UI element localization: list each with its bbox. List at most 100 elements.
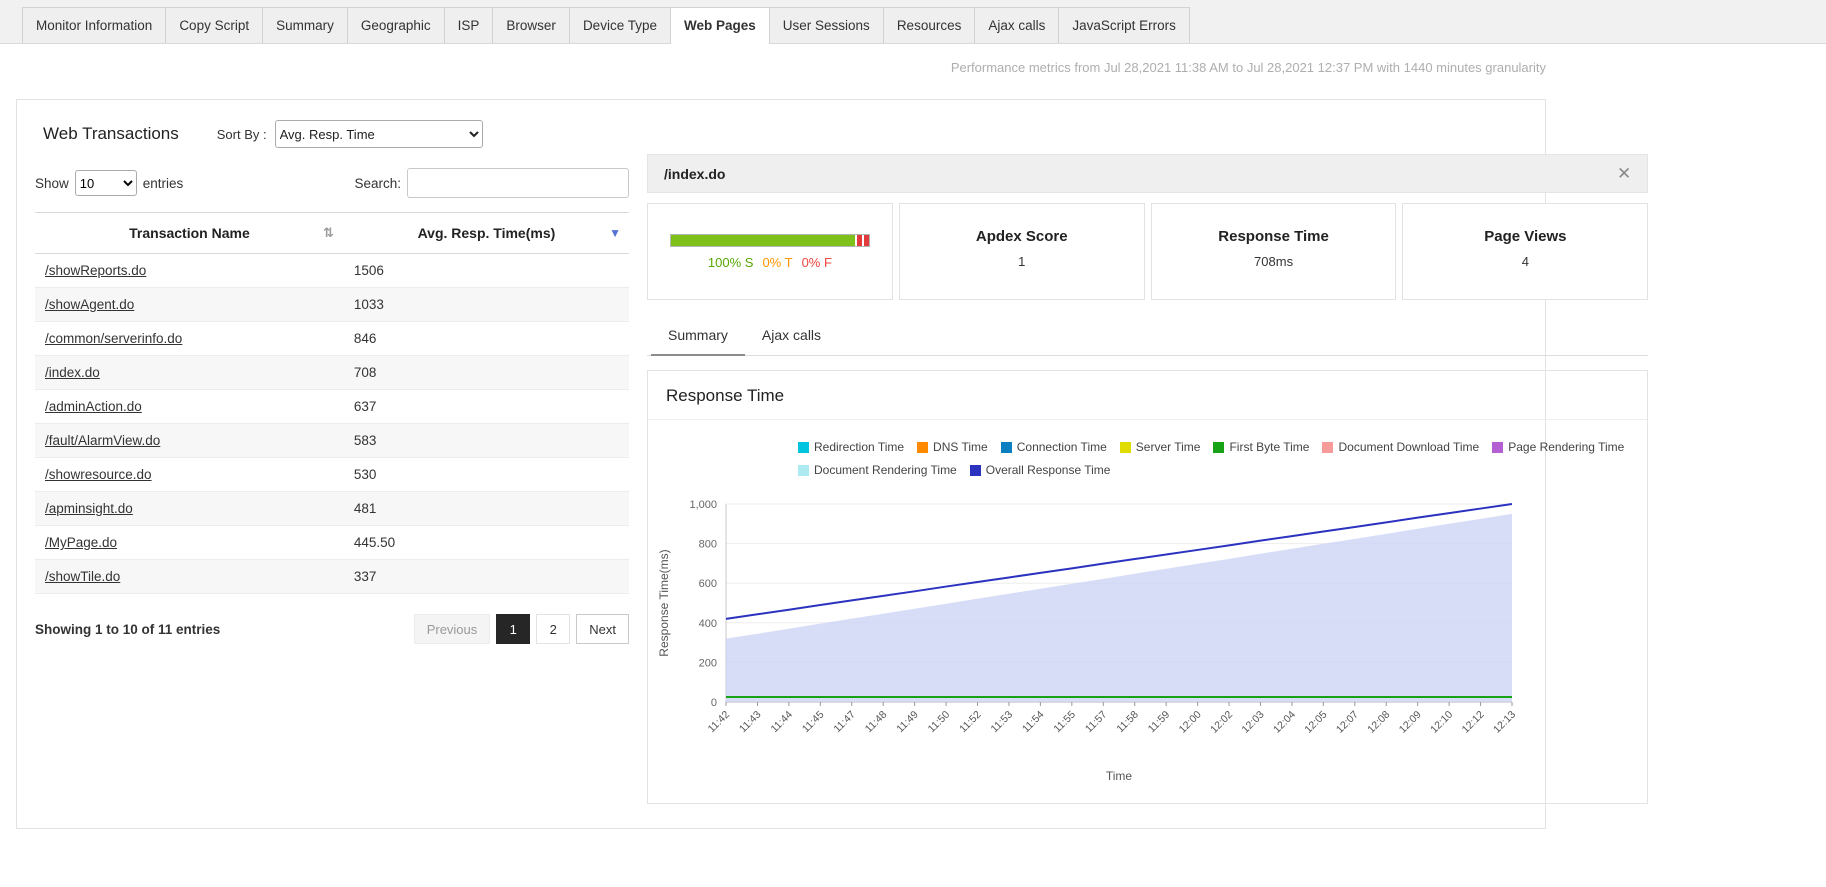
table-row: /apminsight.do 481 — [35, 491, 629, 526]
column-header-avg-resp-time[interactable]: Avg. Resp. Time(ms) ▼ — [343, 212, 629, 254]
frustrated-label: 0% F — [801, 255, 832, 270]
legend-item-document-download-time[interactable]: Document Download Time — [1322, 440, 1479, 454]
svg-text:11:47: 11:47 — [831, 709, 858, 736]
sort-by-select[interactable]: Avg. Resp. Time — [274, 120, 483, 148]
filter-icon[interactable]: ▼ — [609, 226, 621, 240]
legend-label: Connection Time — [1016, 440, 1107, 454]
svg-text:11:53: 11:53 — [989, 709, 1016, 736]
pagination-page-2[interactable]: 2 — [536, 614, 571, 644]
transaction-detail-panel: /index.do ✕ 100% S 0% T 0% F — [647, 154, 1649, 804]
web-transactions-panel: Web Transactions Sort By : Avg. Resp. Ti… — [16, 99, 1649, 829]
svg-text:11:43: 11:43 — [737, 709, 764, 736]
svg-text:11:42: 11:42 — [706, 709, 733, 736]
tab-browser[interactable]: Browser — [492, 7, 570, 43]
metric-value: 708ms — [1254, 254, 1294, 269]
transaction-link[interactable]: /MyPage.do — [45, 535, 118, 550]
table-row: /common/serverinfo.do 846 — [35, 321, 629, 356]
table-row: /fault/AlarmView.do 583 — [35, 423, 629, 458]
avg-resp-time-cell: 708 — [343, 355, 629, 390]
legend-label: First Byte Time — [1229, 440, 1310, 454]
svg-text:12:09: 12:09 — [1397, 709, 1424, 736]
tab-web-pages[interactable]: Web Pages — [669, 7, 770, 44]
legend-item-page-rendering-time[interactable]: Page Rendering Time — [1492, 440, 1624, 454]
svg-text:12:12: 12:12 — [1460, 709, 1487, 736]
detail-tab-ajax-calls[interactable]: Ajax calls — [761, 327, 822, 343]
metric-title: Page Views — [1484, 228, 1567, 245]
transaction-link[interactable]: /showTile.do — [45, 569, 121, 584]
transaction-link[interactable]: /showAgent.do — [45, 297, 135, 312]
tolerating-label: 0% T — [762, 255, 793, 270]
entries-info: Showing 1 to 10 of 11 entries — [35, 621, 221, 637]
svg-text:12:08: 12:08 — [1365, 709, 1392, 736]
svg-text:11:52: 11:52 — [957, 709, 984, 736]
svg-text:11:54: 11:54 — [1020, 709, 1047, 736]
pagination-next[interactable]: Next — [576, 614, 629, 644]
panel-title: Web Transactions — [43, 124, 179, 143]
tab-device-type[interactable]: Device Type — [568, 7, 671, 43]
transaction-link[interactable]: /index.do — [45, 365, 100, 380]
entries-label: entries — [142, 175, 184, 191]
show-entries-select[interactable]: 10 — [74, 170, 137, 196]
transaction-link[interactable]: /showReports.do — [45, 263, 147, 278]
detail-tab-summary[interactable]: Summary — [651, 318, 745, 356]
tab-resources[interactable]: Resources — [882, 7, 976, 43]
search-input[interactable] — [407, 168, 629, 198]
close-icon[interactable]: ✕ — [1617, 164, 1632, 183]
legend-item-document-rendering-time[interactable]: Document Rendering Time — [798, 463, 957, 477]
transaction-link[interactable]: /adminAction.do — [45, 399, 142, 414]
pagination-page-1[interactable]: 1 — [496, 614, 531, 644]
tab-summary[interactable]: Summary — [262, 7, 348, 43]
legend-swatch — [798, 441, 809, 453]
show-label: Show — [35, 175, 69, 191]
tab-isp[interactable]: ISP — [443, 7, 494, 43]
avg-resp-time-cell: 337 — [343, 559, 629, 594]
svg-text:11:59: 11:59 — [1146, 709, 1173, 736]
apdex-score-card: Apdex Score 1 — [898, 203, 1145, 300]
chart-legend: Redirection Time DNS Time Connection Time S… — [648, 420, 1647, 477]
transaction-link[interactable]: /showresource.do — [45, 467, 152, 482]
sort-icon[interactable]: ⇅ — [322, 225, 334, 240]
frustrated-bar-segment — [857, 235, 862, 246]
transaction-link[interactable]: /apminsight.do — [45, 501, 133, 516]
tab-geographic[interactable]: Geographic — [346, 7, 445, 43]
transaction-link[interactable]: /fault/AlarmView.do — [45, 433, 161, 448]
response-time-chart-section: Response Time Redirection Time DNS Time Co… — [647, 370, 1649, 804]
pagination: Previous 1 2 Next — [413, 614, 629, 644]
top-tab-bar: Monitor Information Copy Script Summary … — [0, 0, 1826, 44]
column-header-transaction-name[interactable]: Transaction Name ⇅ — [35, 212, 344, 254]
avg-resp-time-cell: 637 — [343, 389, 629, 424]
svg-text:12:03: 12:03 — [1240, 709, 1267, 736]
transaction-link[interactable]: /common/serverinfo.do — [45, 331, 183, 346]
legend-item-server-time[interactable]: Server Time — [1119, 440, 1200, 454]
svg-text:11:48: 11:48 — [863, 709, 890, 736]
avg-resp-time-cell: 583 — [343, 423, 629, 458]
legend-swatch — [1322, 441, 1334, 453]
performance-metrics-note: Performance metrics from Jul 28,2021 11:… — [950, 60, 1546, 75]
legend-label: Document Download Time — [1338, 440, 1480, 454]
search-label: Search: — [354, 175, 401, 191]
table-row: /showresource.do 530 — [35, 457, 629, 492]
satisfied-bar-segment — [670, 235, 856, 246]
chart-section-title: Response Time — [648, 371, 1648, 420]
avg-resp-time-cell: 445.50 — [343, 525, 629, 560]
tab-ajax-calls[interactable]: Ajax calls — [974, 7, 1060, 43]
legend-item-overall-response-time[interactable]: Overall Response Time — [969, 463, 1110, 477]
legend-item-dns-time[interactable]: DNS Time — [917, 440, 988, 454]
response-time-card: Response Time 708ms — [1150, 203, 1397, 300]
avg-resp-time-cell: 1506 — [343, 253, 629, 288]
metric-title: Apdex Score — [975, 228, 1068, 245]
svg-text:11:45: 11:45 — [800, 709, 827, 736]
pagination-previous[interactable]: Previous — [413, 614, 491, 644]
avg-resp-time-cell: 530 — [343, 457, 629, 492]
tab-monitor-information[interactable]: Monitor Information — [22, 7, 167, 43]
tab-javascript-errors[interactable]: JavaScript Errors — [1058, 7, 1190, 43]
svg-text:11:55: 11:55 — [1051, 709, 1078, 736]
tab-copy-script[interactable]: Copy Script — [165, 7, 264, 43]
svg-text:1,000: 1,000 — [689, 499, 717, 511]
legend-item-redirection-time[interactable]: Redirection Time — [798, 440, 904, 454]
svg-text:Time: Time — [1106, 769, 1133, 783]
legend-item-connection-time[interactable]: Connection Time — [1000, 440, 1107, 454]
legend-item-first-byte-time[interactable]: First Byte Time — [1213, 440, 1309, 454]
tab-user-sessions[interactable]: User Sessions — [768, 7, 884, 43]
svg-text:11:58: 11:58 — [1114, 709, 1141, 736]
